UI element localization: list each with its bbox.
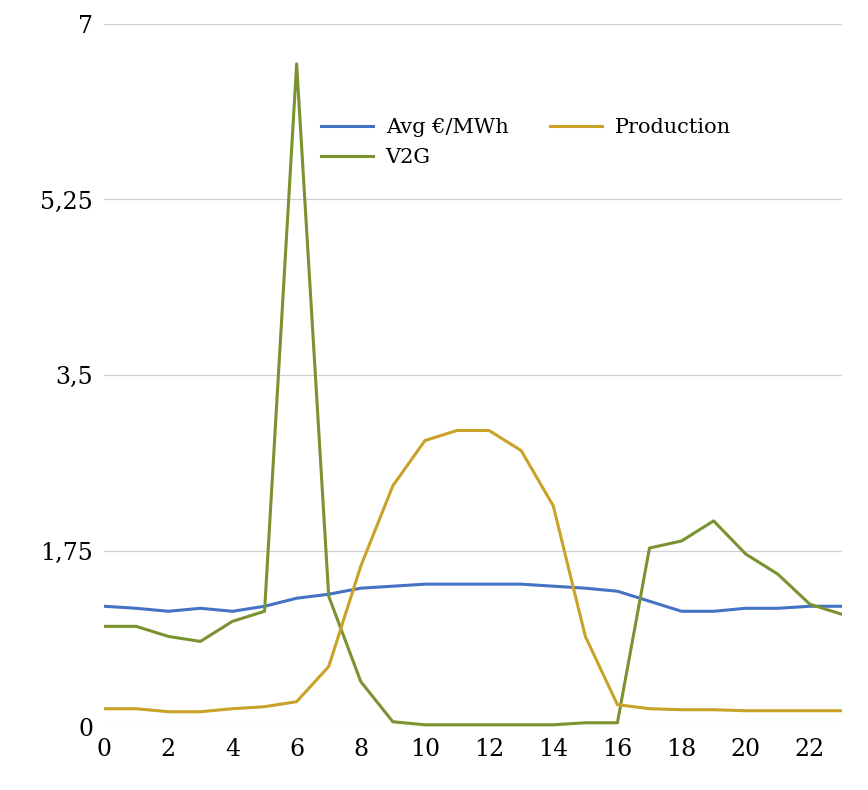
Production	[420, 436, 431, 446]
Avg €/MWh	[483, 579, 494, 589]
V2G	[708, 516, 719, 525]
Production	[837, 706, 847, 716]
Production	[163, 707, 174, 717]
Line: V2G: V2G	[104, 64, 842, 724]
Production	[131, 704, 141, 713]
Production	[773, 706, 783, 716]
V2G	[580, 718, 590, 728]
V2G	[483, 720, 494, 729]
V2G	[837, 610, 847, 619]
V2G	[195, 637, 206, 646]
V2G	[163, 632, 174, 641]
Production	[676, 705, 687, 714]
Production	[548, 501, 558, 510]
Avg €/MWh	[644, 596, 654, 606]
Production	[324, 662, 334, 672]
V2G	[227, 616, 238, 626]
V2G	[324, 592, 334, 601]
Production	[452, 426, 463, 435]
Avg €/MWh	[420, 579, 431, 589]
Production	[644, 704, 654, 713]
Avg €/MWh	[227, 607, 238, 616]
Avg €/MWh	[99, 601, 109, 611]
Production	[516, 446, 526, 455]
V2G	[516, 720, 526, 729]
V2G	[644, 544, 654, 553]
Avg €/MWh	[580, 584, 590, 593]
Avg €/MWh	[612, 586, 622, 596]
Avg €/MWh	[324, 589, 334, 599]
V2G	[131, 622, 141, 631]
V2G	[356, 677, 366, 687]
V2G	[260, 607, 270, 616]
Production	[195, 707, 206, 717]
V2G	[99, 622, 109, 631]
Production	[99, 704, 109, 713]
Avg €/MWh	[131, 604, 141, 613]
V2G	[452, 720, 463, 729]
Avg €/MWh	[195, 604, 206, 613]
Avg €/MWh	[163, 607, 174, 616]
Avg €/MWh	[292, 593, 302, 603]
V2G	[805, 600, 815, 609]
V2G	[388, 717, 398, 727]
Avg €/MWh	[708, 607, 719, 616]
Production	[805, 706, 815, 716]
V2G	[612, 718, 622, 728]
V2G	[676, 536, 687, 546]
Production	[708, 705, 719, 714]
Production	[740, 706, 751, 716]
Production	[580, 632, 590, 641]
Legend: Avg €/MWh, V2G, Production: Avg €/MWh, V2G, Production	[321, 118, 731, 167]
Avg €/MWh	[452, 579, 463, 589]
V2G	[773, 570, 783, 579]
Avg €/MWh	[260, 601, 270, 611]
Line: Avg €/MWh: Avg €/MWh	[104, 584, 842, 611]
Avg €/MWh	[837, 601, 847, 611]
Avg €/MWh	[356, 584, 366, 593]
Avg €/MWh	[773, 604, 783, 613]
Avg €/MWh	[516, 579, 526, 589]
Production	[388, 481, 398, 491]
Production	[483, 426, 494, 435]
Avg €/MWh	[740, 604, 751, 613]
Production	[612, 700, 622, 709]
Production	[292, 697, 302, 706]
Avg €/MWh	[548, 581, 558, 591]
Production	[356, 562, 366, 571]
V2G	[548, 720, 558, 729]
Avg €/MWh	[676, 607, 687, 616]
Avg €/MWh	[805, 601, 815, 611]
V2G	[420, 720, 431, 729]
Line: Production: Production	[104, 431, 842, 712]
Avg €/MWh	[388, 581, 398, 591]
Production	[260, 702, 270, 712]
V2G	[292, 59, 302, 69]
V2G	[740, 549, 751, 559]
Production	[227, 704, 238, 713]
